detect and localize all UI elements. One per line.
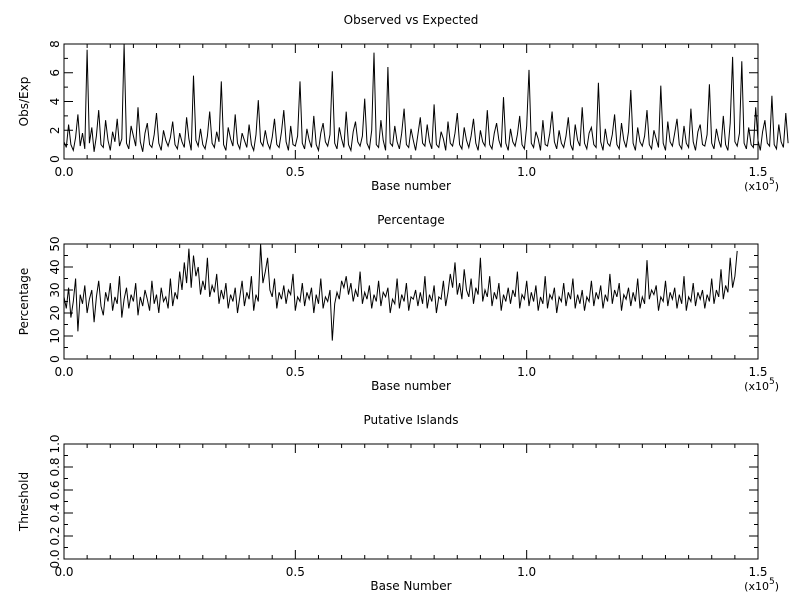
y-tick-label: 0.6 — [48, 480, 62, 499]
x-scale-close: ) — [775, 380, 779, 393]
panel-2: Percentage 0.0 0.5 1.0 1.5 0 10 20 30 40 50 Base nu… — [17, 213, 779, 393]
x-tick-label: 0.5 — [286, 365, 305, 379]
x-scale-close: ) — [775, 580, 779, 593]
y-tick-label: 40 — [48, 259, 62, 274]
x-tick-label: 0.5 — [286, 565, 305, 579]
x-tick-label: 0.5 — [286, 165, 305, 179]
x-scale-close: ) — [775, 180, 779, 193]
y-tick-label: 6 — [48, 69, 62, 77]
y-tick-label: 10 — [48, 328, 62, 343]
y-tick-label: 20 — [48, 305, 62, 320]
chart-title: Percentage — [377, 213, 445, 227]
y-tick-label: 2 — [48, 126, 62, 134]
x-scale-factor: (x105) — [744, 577, 779, 593]
x-scale-base: (x10 — [744, 580, 769, 593]
y-tick-label: 30 — [48, 282, 62, 297]
x-tick-label: 0.0 — [54, 165, 73, 179]
series-line-1 — [63, 243, 738, 341]
x-tick-label: 1.0 — [517, 365, 536, 379]
x-scale-factor: (x105) — [744, 377, 779, 393]
y-tick-label: 0.8 — [48, 457, 62, 476]
y-tick-label: 4 — [48, 98, 62, 106]
x-axis-label: Base number — [371, 379, 451, 393]
x-scale-exponent: 5 — [769, 577, 775, 587]
chart-title: Observed vs Expected — [344, 13, 479, 27]
y-tick-label: 0 — [48, 355, 62, 363]
x-scale-base: (x10 — [744, 180, 769, 193]
plot-frame — [63, 43, 759, 160]
x-tick-label: 1.5 — [748, 365, 767, 379]
x-tick-label: 1.0 — [517, 165, 536, 179]
series-line-1 — [63, 43, 789, 153]
y-axis-label: Obs/Exp — [17, 77, 31, 127]
x-tick-label: 0.0 — [54, 365, 73, 379]
panel-3: Putative Islands 0.0 0.5 1.0 1.5 0.0 0.2 0.4 0.6… — [17, 413, 779, 593]
y-axis-label: Threshold — [17, 472, 31, 532]
chart-title: Putative Islands — [364, 413, 459, 427]
x-scale-exponent: 5 — [769, 377, 775, 387]
x-tick-label: 1.5 — [748, 565, 767, 579]
y-tick-label: 8 — [48, 40, 62, 48]
x-scale-factor: (x105) — [744, 177, 779, 193]
y-tick-label: 0.2 — [48, 526, 62, 545]
x-tick-label: 1.0 — [517, 565, 536, 579]
y-tick-label: 1.0 — [48, 434, 62, 453]
y-tick-label: 50 — [48, 236, 62, 251]
panel-1: Observed vs Expected 0.0 0.5 1.0 1.5 0 2 4 6 8 Bas… — [17, 13, 789, 193]
x-axis-label: Base number — [371, 179, 451, 193]
plot-frame — [63, 243, 759, 360]
y-tick-label: 0.0 — [48, 549, 62, 568]
x-axis-label: Base Number — [370, 579, 451, 593]
y-axis-label: Percentage — [17, 268, 31, 336]
x-scale-base: (x10 — [744, 380, 769, 393]
y-tick-label: 0.4 — [48, 503, 62, 522]
y-tick-label: 0 — [48, 155, 62, 163]
x-tick-label: 0.0 — [54, 565, 73, 579]
x-tick-label: 1.5 — [748, 165, 767, 179]
x-scale-exponent: 5 — [769, 177, 775, 187]
plot-frame — [63, 443, 759, 560]
